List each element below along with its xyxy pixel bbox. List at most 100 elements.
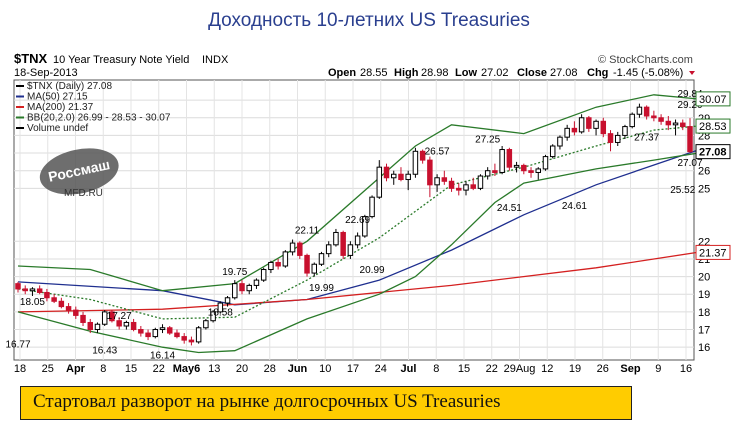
candle (275, 258, 281, 270)
candle-body (94, 323, 101, 331)
candle (615, 131, 621, 146)
candle-body (549, 145, 556, 158)
candle (456, 183, 462, 196)
candle (499, 146, 505, 175)
candle-body (15, 283, 21, 290)
candle (29, 287, 36, 296)
candle-body (188, 339, 195, 343)
candle (578, 114, 585, 134)
x-tick-label: 8 (433, 363, 439, 375)
x-tick-label: 12 (541, 363, 553, 375)
series-line-bb-upper (17, 94, 698, 292)
candle-body (521, 164, 527, 172)
candle-body (643, 106, 650, 117)
axis-value-tag: 27.08 (695, 144, 731, 160)
candle (405, 170, 411, 191)
candle-body (405, 173, 411, 181)
candle (80, 311, 86, 326)
candle-body (36, 288, 43, 293)
y-tick-label: 19 (698, 289, 710, 301)
candle-body (232, 283, 238, 299)
candle (282, 250, 289, 268)
candle-body (174, 332, 180, 338)
candle-body (463, 184, 469, 191)
ohlc-high-label: High (394, 67, 419, 79)
price-label: 19.99 (309, 283, 334, 294)
candle (65, 303, 72, 314)
candle-body (535, 168, 541, 173)
price-labels: 16.77 18.05 16.43 17.27 16.14 18.58 19.75 22.11… (5, 89, 702, 362)
candle-body (484, 170, 491, 177)
candle-body (477, 175, 484, 189)
candle-body (607, 133, 614, 143)
candle (15, 281, 21, 293)
ohlc-close: 27.08 (550, 67, 578, 79)
candle (109, 310, 115, 323)
candle (138, 326, 144, 337)
candle-body (593, 120, 599, 129)
candle (687, 118, 693, 153)
x-tick-label: 18 (14, 363, 26, 375)
candle (419, 149, 426, 164)
candle (239, 280, 245, 295)
candle-body (492, 170, 498, 173)
candle (629, 112, 635, 129)
candle (391, 170, 397, 185)
candle (354, 232, 361, 249)
chart-date: 18-Sep-2013 (14, 67, 78, 79)
candle-body (29, 288, 36, 292)
candle-body (571, 127, 578, 133)
candle-body (600, 120, 607, 135)
x-tick-label: 13 (208, 363, 220, 375)
candle (571, 121, 578, 136)
x-tick-label: Sep (620, 363, 640, 375)
candle (658, 114, 664, 125)
price-label: 22.11 (295, 225, 320, 236)
candle-body (304, 254, 310, 274)
candle-body (325, 244, 332, 255)
candle-body (369, 196, 375, 218)
copyright: © StockCharts.com (598, 54, 693, 66)
candle-body (340, 231, 346, 256)
candle-body (239, 283, 245, 292)
candle-body (51, 297, 57, 302)
candle-body (528, 170, 534, 173)
axis-value-box (695, 91, 731, 107)
x-tick-label: 26 (597, 363, 609, 375)
candle-body (80, 314, 86, 323)
candle-body (680, 122, 686, 128)
series-line-ma-50- (17, 149, 698, 306)
candle (210, 310, 216, 323)
candle (44, 288, 50, 302)
candle (441, 170, 448, 185)
x-tick-label: 8 (100, 363, 106, 375)
axis-value-box (695, 118, 731, 134)
candle-body (44, 291, 50, 299)
candle-body (289, 242, 296, 253)
x-tick-label: Jun (288, 363, 308, 375)
x-tick-label: 15 (458, 363, 470, 375)
candle (36, 285, 43, 295)
price-label: 16.77 (5, 340, 30, 351)
ohlc-low: 27.02 (481, 67, 509, 79)
candle (665, 116, 672, 131)
candle (564, 124, 570, 141)
candle-body (130, 321, 137, 331)
x-tick-label: 10 (319, 363, 331, 375)
price-label: 20.99 (360, 265, 385, 276)
candle (470, 177, 476, 191)
watermark-sub: MFD.RU (64, 188, 103, 199)
candle (398, 167, 404, 182)
candle (484, 167, 491, 180)
x-tick-label: Apr (66, 363, 86, 375)
series-line-bb-lower (17, 152, 698, 354)
candle-body (22, 288, 28, 292)
legend-item: $TNX (Daily) 27.08 (27, 81, 112, 92)
y-tick-label: 25 (698, 183, 710, 195)
candle-body (145, 332, 151, 338)
price-label: 27.07 (677, 158, 702, 169)
candle (347, 241, 354, 259)
candle (325, 241, 332, 258)
candle-body (665, 120, 672, 126)
y-tick-label: 26 (698, 166, 710, 178)
